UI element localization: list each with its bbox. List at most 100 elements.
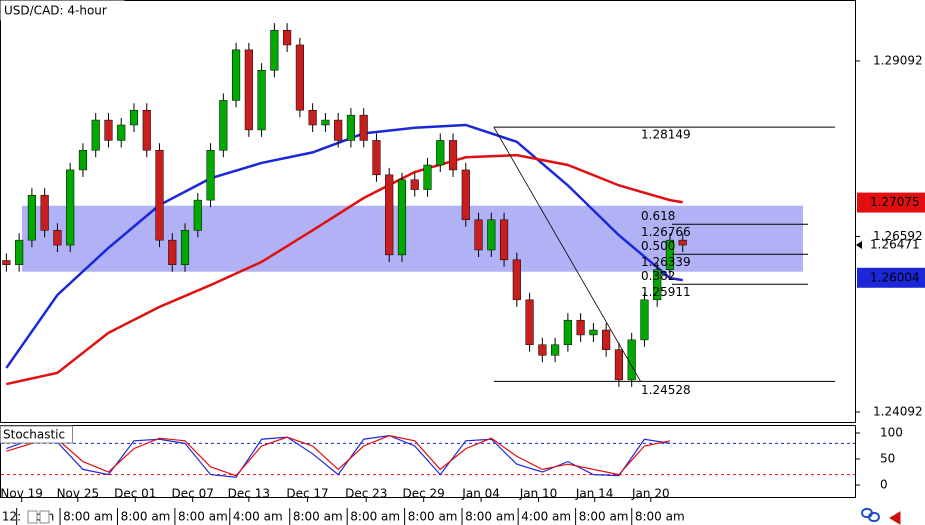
candle-body	[436, 140, 445, 166]
price-marker-box	[857, 267, 925, 288]
candle-body	[15, 239, 24, 265]
candle-body	[448, 140, 458, 171]
candle-body	[525, 299, 534, 346]
fib-ratio-label: 0.382	[641, 269, 675, 283]
x-tick-label: Dec 07	[172, 487, 214, 501]
price-marker-box	[857, 192, 925, 213]
time-label: 4:00 am	[233, 510, 283, 524]
candle-body	[168, 239, 177, 265]
stochastic-title-box	[0, 425, 73, 444]
candle-body	[193, 199, 202, 231]
x-tick-label: Dec 01	[114, 487, 156, 501]
candle-body	[551, 344, 560, 356]
stochastic-line	[6, 434, 671, 477]
y-tick-label: 1.26592	[873, 229, 923, 243]
candle-body	[346, 114, 356, 141]
title-box	[0, 0, 125, 21]
time-label: 8:00 am	[408, 510, 458, 524]
time-label: 12:	[2, 510, 21, 524]
time-label: 8:00 am	[635, 510, 685, 524]
candle-body	[474, 219, 483, 251]
candle-body	[602, 329, 611, 350]
x-tick-label: Jan 10	[519, 487, 558, 501]
x-tick-label: Nov 19	[0, 487, 43, 501]
candle-body	[538, 344, 547, 356]
candle-body	[372, 140, 381, 176]
candle-body	[257, 69, 266, 131]
time-label: 8:00 am	[350, 510, 400, 524]
arrow-icon[interactable]	[889, 511, 901, 525]
candle-body	[627, 339, 636, 381]
time-label: 8:00 am	[465, 510, 515, 524]
x-tick-label: Dec 13	[228, 487, 270, 501]
stochastic-line	[6, 434, 671, 478]
fib-price-label: 1.26766	[641, 225, 691, 239]
candle-body	[40, 194, 49, 231]
y-tick-label: 1.29092	[873, 53, 923, 67]
fib-ratio-label: 0.500	[641, 239, 675, 253]
candle-body	[206, 150, 215, 201]
candle-body	[589, 329, 598, 336]
x-tick-label: Dec 29	[403, 487, 445, 501]
candle-body	[359, 114, 368, 141]
candle-body	[155, 150, 164, 241]
stoch-y-tick-label: 100	[880, 426, 903, 440]
time-label: 8:00 am	[579, 510, 629, 524]
scroll-box[interactable]	[39, 510, 50, 524]
candle-body	[78, 150, 88, 171]
candle-body	[653, 269, 662, 301]
candle-body	[270, 29, 279, 71]
stoch-y-tick-label: 0	[880, 478, 888, 492]
candle-body	[53, 230, 62, 246]
stoch-y-tick-label: 50	[880, 452, 895, 466]
stochastic-pane-border	[0, 425, 856, 498]
fib-high-label: 1.28149	[641, 128, 691, 142]
price-marker-label: 1.26004	[870, 270, 920, 284]
candle-body	[129, 109, 139, 126]
candle-body	[308, 109, 317, 126]
candle-body	[397, 179, 407, 256]
candle-body	[232, 49, 241, 101]
x-tick-label: Jan 04	[461, 487, 500, 501]
chart-title: USD/CAD: 4-hour	[4, 4, 107, 18]
plot: 1.29092 1.26592 1.24092 Nov 19 Nov 25 Dec 01 D…	[0, 23, 925, 525]
candle-body	[283, 29, 292, 46]
time-label: 8:00 am	[178, 510, 228, 524]
candle-body	[334, 119, 343, 141]
x-tick-label: Nov 25	[57, 487, 100, 501]
fib-low-label: 1.24528	[641, 383, 691, 397]
y-tick-label: 1.24092	[873, 405, 923, 419]
price-pane-border	[0, 0, 856, 423]
candle-body	[423, 164, 432, 190]
stochastic-title: Stochastic	[3, 428, 65, 442]
fib-ratio-label: 0.618	[641, 209, 675, 223]
moving-average	[6, 153, 683, 386]
time-label: 4:00 am	[521, 510, 571, 524]
candle-body	[321, 119, 330, 126]
candle-body	[66, 169, 75, 246]
time-label: 8:00 am	[121, 510, 171, 524]
x-tick-label: Jan 20	[631, 487, 670, 501]
candle-body	[563, 319, 572, 346]
x-tick-label: Dec 17	[286, 487, 328, 501]
price-marker-arrow	[856, 240, 862, 249]
candle-body	[499, 219, 509, 261]
candle-body	[614, 349, 623, 381]
time-label: 8:00 am	[63, 510, 113, 524]
x-tick-label: Jan 14	[575, 487, 614, 501]
candle-body	[640, 299, 649, 341]
link-icon[interactable]	[861, 508, 880, 522]
candle-body	[410, 179, 419, 190]
candle-body	[678, 239, 687, 246]
scroll-box[interactable]	[27, 510, 38, 524]
candle-body	[2, 260, 11, 265]
fib-trendline	[493, 126, 641, 382]
candle-body	[295, 44, 304, 111]
candle-body	[91, 119, 100, 151]
candle-body	[142, 109, 151, 151]
fib-price-label: 1.26339	[641, 255, 691, 269]
candle-body	[104, 119, 113, 141]
candle-body	[385, 174, 394, 256]
candle-body	[219, 100, 228, 151]
